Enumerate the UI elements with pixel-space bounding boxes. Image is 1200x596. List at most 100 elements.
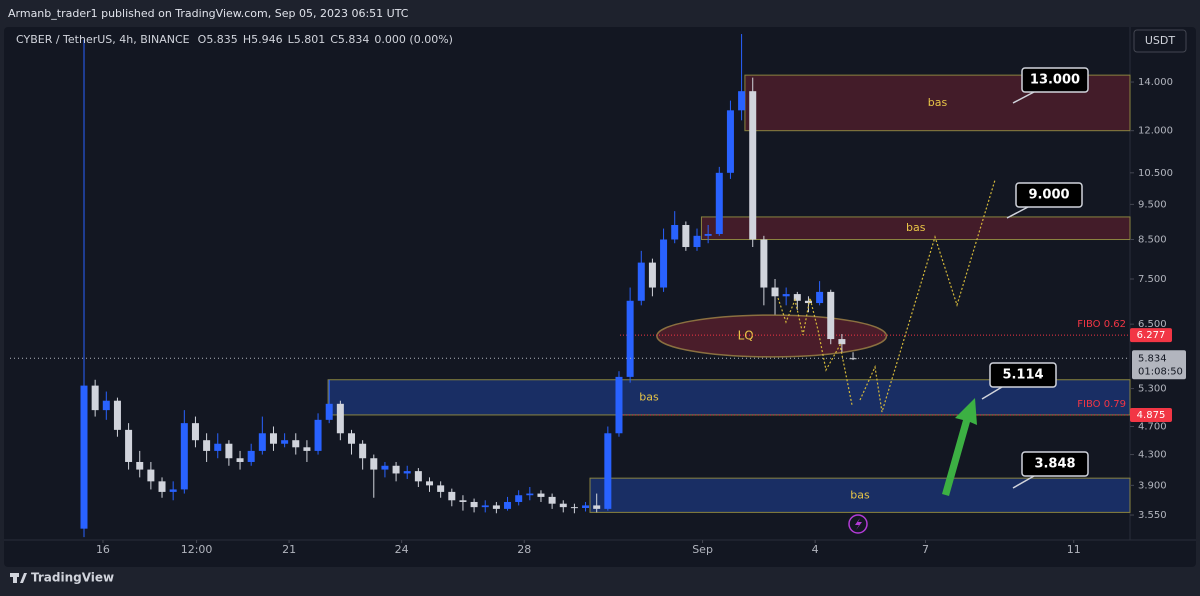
callout-box: [989, 362, 1057, 388]
callout-text: 5.114: [1002, 368, 1043, 383]
zone-label: bas: [850, 488, 870, 501]
candle-body: [771, 287, 779, 297]
candle-body: [816, 291, 824, 304]
candle-body: [414, 471, 422, 482]
candle-body: [637, 262, 645, 301]
zone: [589, 477, 1131, 513]
candle-body: [113, 400, 121, 430]
candle-body: [292, 440, 300, 448]
overlay: 6.277 4.875 5.834 01:08:50 13.000 9.000 5.114 3…: [981, 67, 1186, 489]
candle-body: [80, 385, 88, 529]
y-tick-label: 3.900: [1138, 480, 1167, 491]
candle-body: [626, 300, 634, 377]
candle-body: [504, 501, 512, 509]
candle-body: [760, 239, 768, 288]
y-tick-label: 12.000: [1138, 126, 1173, 137]
candle-body: [693, 235, 701, 248]
candle-body: [303, 447, 311, 451]
candle-body: [314, 419, 322, 451]
projection-path: [859, 179, 996, 413]
ohlc-value: 5.946: [251, 33, 283, 46]
x-tick-label: 21: [282, 543, 296, 556]
candle-body: [515, 495, 523, 502]
candle-body: [236, 458, 244, 462]
candle-body: [782, 294, 790, 297]
y-tick-label: 6.500: [1138, 319, 1167, 330]
x-tick-label: 12:00: [181, 543, 213, 556]
y-tick-label: 8.500: [1138, 235, 1167, 246]
candle-body: [269, 433, 277, 444]
callout-text: 9.000: [1028, 188, 1069, 203]
candle-body: [158, 481, 166, 492]
candle-body: [392, 465, 400, 474]
candle-body: [370, 458, 378, 470]
candle-body: [381, 465, 389, 470]
callout-box: [1015, 182, 1083, 208]
event-icon-bolt: [855, 518, 862, 530]
zone-label: bas: [928, 96, 948, 109]
header: Armanb_trader1 published on TradingView.…: [8, 7, 409, 20]
callout-pointer: [981, 386, 1003, 400]
ohlc-value: 5.835: [206, 33, 238, 46]
candle-body: [793, 294, 801, 301]
candle-body: [492, 505, 500, 509]
candle-body: [359, 443, 367, 459]
candle-body: [481, 505, 489, 508]
ohlc-label: O: [198, 33, 207, 46]
candle-body: [136, 461, 144, 470]
candle-body: [91, 385, 99, 411]
candle-body: [671, 224, 679, 240]
fibo-price: 6.277: [1137, 330, 1166, 341]
fibo-price-box: [1130, 407, 1172, 422]
candle-body: [570, 507, 578, 509]
candle-body: [827, 291, 835, 340]
liquidity-label: LQ: [738, 328, 754, 342]
plot: bas bas bas bas LQ FIBO 0.62 FIBO 0.79 14.000 12…: [10, 34, 1173, 556]
candle-body: [403, 471, 411, 474]
candle-body: [437, 485, 445, 492]
y-tick-label: 4.300: [1138, 450, 1167, 461]
fibo-price: 4.875: [1137, 410, 1166, 421]
candle-body: [604, 433, 612, 509]
candle-body: [448, 491, 456, 501]
candle-body: [804, 300, 812, 304]
candle-body: [526, 493, 534, 496]
x-tick-label: Sep: [692, 543, 713, 556]
candle-body: [715, 172, 723, 234]
y-tick-label: 9.500: [1138, 199, 1167, 210]
green-arrow: [942, 398, 977, 496]
y-tick-label: 4.700: [1138, 421, 1167, 432]
currency[interactable]: USDT: [1145, 34, 1176, 47]
current-price-box: [1132, 350, 1186, 380]
x-tick-label: 7: [922, 543, 929, 556]
ohlc-value: 5.801: [294, 33, 326, 46]
callout-box: [1021, 67, 1089, 93]
symbol: CYBER / TetherUS, 4h, BINANCE: [16, 33, 190, 46]
candle-body: [258, 433, 266, 451]
candle-body: [281, 440, 289, 444]
candle-body: [593, 505, 601, 509]
candle-body: [191, 423, 199, 441]
callout-pointer: [1006, 206, 1029, 219]
candle-body: [470, 501, 478, 508]
currency-button[interactable]: [1133, 29, 1187, 53]
candle-body: [203, 440, 211, 451]
candle-body: [615, 376, 623, 434]
candle-body: [147, 469, 155, 482]
x-tick-label: 24: [395, 543, 409, 556]
callout-box: [1021, 451, 1089, 477]
candle-body: [704, 233, 712, 236]
candle-body: [347, 433, 355, 444]
candle-body: [459, 500, 467, 502]
candle-body: [559, 503, 567, 508]
candle-body: [682, 224, 690, 248]
fibo-price-box: [1130, 328, 1172, 343]
logo: [13, 573, 17, 583]
candle-body: [648, 262, 656, 288]
zone-label: bas: [906, 221, 926, 234]
candle-body: [426, 481, 434, 486]
x-tick-label: 11: [1067, 543, 1081, 556]
callout-pointer: [1012, 91, 1035, 104]
candle-body: [537, 493, 545, 497]
